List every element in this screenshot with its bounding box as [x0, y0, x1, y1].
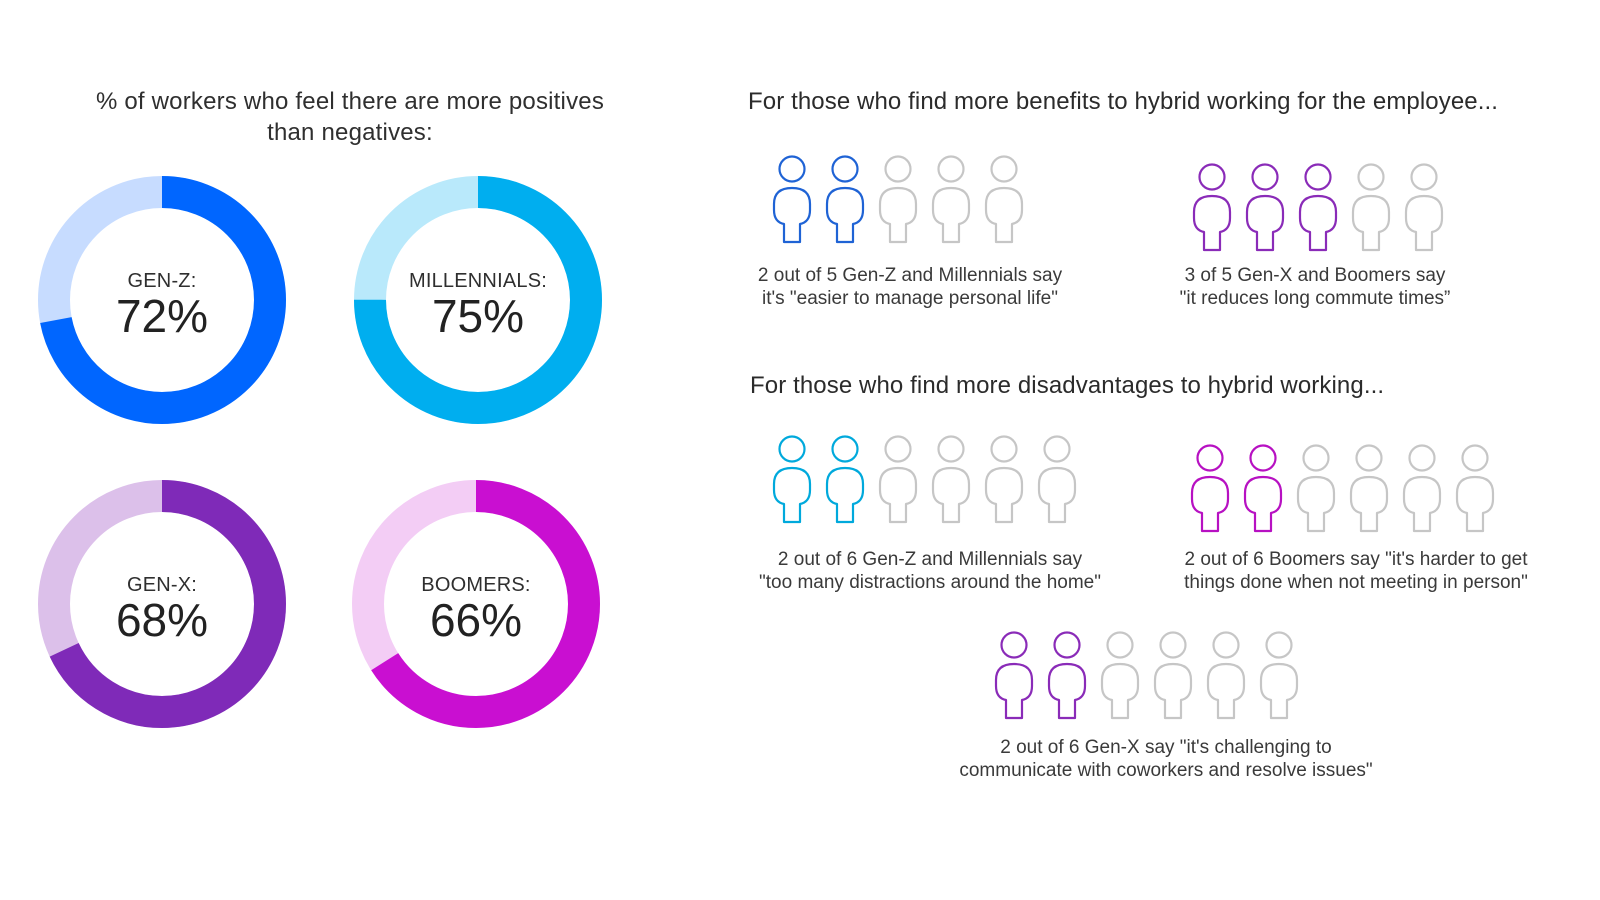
- disadvantages-gen-x-caption: 2 out of 6 Gen-X say "it's challenging t…: [946, 736, 1386, 782]
- person-icon-highlighted: [1192, 163, 1232, 252]
- gen-z-value: 72%: [115, 290, 209, 342]
- person-icon-gray: [931, 155, 971, 244]
- person-icon-gray: [1455, 444, 1495, 533]
- gen-x-value: 68%: [115, 594, 209, 646]
- person-icon-gray: [1100, 631, 1140, 720]
- benefits-gen-x-boomers-caption-line1: 3 of 5 Gen-X and Boomers say: [1184, 265, 1446, 286]
- person-icon-highlighted: [994, 631, 1034, 720]
- disadvantages-boomers-caption-line1: 2 out of 6 Boomers say "it's harder to g…: [1184, 549, 1528, 570]
- left-chart-title: % of workers who feel there are more pos…: [40, 86, 660, 148]
- people-icons-svg: [994, 631, 1299, 720]
- benefits-gen-z-millennials-people-icons: [772, 154, 1032, 246]
- person-icon-gray: [1153, 631, 1193, 720]
- person-icon-gray: [1037, 435, 1077, 524]
- boomers-value-arc: [352, 480, 600, 728]
- disadvantages-gen-z-millennials-caption-line2: "too many distractions around the home": [759, 572, 1101, 593]
- disadvantages-gen-x-people-icons: [994, 630, 1304, 722]
- millennials-label: MILLENNIALS:: [408, 270, 547, 292]
- disadvantages-boomers-caption-line2: things done when not meeting in person": [1184, 572, 1528, 593]
- disadvantages-heading: For those who find more disadvantages to…: [750, 372, 1385, 399]
- disadvantages-gen-z-millennials-people-icons: [772, 434, 1082, 526]
- disadvantages-gen-x-caption-line1: 2 out of 6 Gen-X say "it's challenging t…: [1000, 737, 1332, 758]
- person-icon-gray: [1296, 444, 1336, 533]
- person-icon-highlighted: [1245, 163, 1285, 252]
- person-icon-gray: [1259, 631, 1299, 720]
- gen-x-label: GEN-X:: [126, 574, 198, 596]
- person-icon-highlighted: [772, 155, 812, 244]
- boomers-donut: BOOMERS: 66%: [352, 480, 600, 728]
- person-icon-gray: [1404, 163, 1444, 252]
- gen-x-donut: GEN-X: 68%: [38, 480, 286, 728]
- gen-z-label: GEN-Z:: [127, 270, 197, 292]
- millennials-donut-svg: [354, 176, 602, 424]
- person-icon-highlighted: [825, 435, 865, 524]
- gen-z-donut-svg: [38, 176, 286, 424]
- person-icon-highlighted: [825, 155, 865, 244]
- person-icon-gray: [1349, 444, 1389, 533]
- boomers-value: 66%: [429, 594, 523, 646]
- benefits-gen-z-millennials-caption: 2 out of 5 Gen-Z and Millennials say it'…: [750, 264, 1070, 310]
- people-icons-svg: [1190, 444, 1495, 533]
- benefits-gen-x-boomers-people-icons: [1192, 162, 1452, 254]
- gen-x-value-arc: [38, 480, 286, 728]
- millennials-donut: MILLENNIALS: 75%: [354, 176, 602, 424]
- person-icon-gray: [878, 155, 918, 244]
- disadvantages-gen-z-millennials-caption-line1: 2 out of 6 Gen-Z and Millennials say: [777, 549, 1083, 570]
- gen-x-donut-svg: [38, 480, 286, 728]
- people-icons-svg: [772, 435, 1077, 524]
- gen-z-donut: GEN-Z: 72%: [38, 176, 286, 424]
- boomers-donut-svg: [352, 480, 600, 728]
- person-icon-gray: [931, 435, 971, 524]
- person-icon-highlighted: [1243, 444, 1283, 533]
- person-icon-gray: [878, 435, 918, 524]
- person-icon-gray: [1351, 163, 1391, 252]
- person-icon-gray: [1402, 444, 1442, 533]
- benefits-gen-z-millennials-caption-line2: it's "easier to manage personal life": [762, 288, 1058, 309]
- benefits-heading: For those who find more benefits to hybr…: [748, 88, 1499, 115]
- person-icon-gray: [984, 155, 1024, 244]
- person-icon-highlighted: [1190, 444, 1230, 533]
- millennials-value: 75%: [431, 290, 525, 342]
- person-icon-highlighted: [1047, 631, 1087, 720]
- person-icon-highlighted: [772, 435, 812, 524]
- benefits-gen-z-millennials-caption-line1: 2 out of 5 Gen-Z and Millennials say: [757, 265, 1063, 286]
- people-icons-svg: [772, 155, 1024, 244]
- boomers-label: BOOMERS:: [421, 574, 531, 596]
- disadvantages-gen-x-caption-line2: communicate with coworkers and resolve i…: [959, 760, 1373, 781]
- person-icon-highlighted: [1298, 163, 1338, 252]
- person-icon-gray: [984, 435, 1024, 524]
- gen-z-value-arc: [38, 176, 286, 424]
- person-icon-gray: [1206, 631, 1246, 720]
- disadvantages-boomers-caption: 2 out of 6 Boomers say "it's harder to g…: [1176, 548, 1536, 594]
- people-icons-svg: [1192, 163, 1444, 252]
- disadvantages-gen-z-millennials-caption: 2 out of 6 Gen-Z and Millennials say "to…: [740, 548, 1120, 594]
- left-chart-title-line1: % of workers who feel there are more pos…: [95, 88, 605, 115]
- benefits-gen-x-boomers-caption: 3 of 5 Gen-X and Boomers say "it reduces…: [1165, 264, 1465, 310]
- millennials-value-arc: [354, 176, 602, 424]
- disadvantages-boomers-people-icons: [1190, 443, 1500, 535]
- benefits-gen-x-boomers-caption-line2: "it reduces long commute times”: [1179, 288, 1451, 309]
- left-chart-title-line2: than negatives:: [267, 119, 433, 146]
